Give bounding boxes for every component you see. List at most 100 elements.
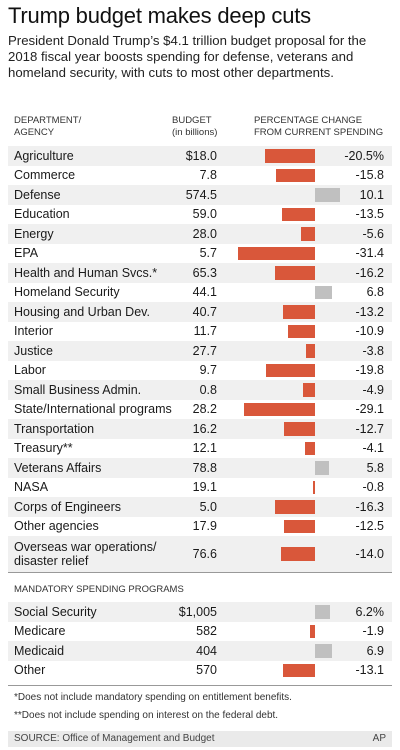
table-row: Social Security $1,005 6.2% — [8, 602, 392, 622]
row-label: Health and Human Svcs.* — [14, 265, 158, 280]
budget-value: 44.1 — [192, 285, 217, 300]
change-value: 10.1 — [359, 187, 384, 202]
source-text: SOURCE: Office of Management and Budget — [14, 733, 215, 744]
table-row: NASA 19.1 -0.8 — [8, 478, 392, 498]
table-row: Veterans Affairs 78.8 5.8 — [8, 458, 392, 478]
budget-value: 78.8 — [192, 460, 217, 475]
row-label: Social Security — [14, 604, 97, 619]
table-row: Education 59.0 -13.5 — [8, 205, 392, 225]
change-value: 6.8 — [366, 285, 384, 300]
table-row: Medicare 582 -1.9 — [8, 622, 392, 642]
row-label: Medicaid — [14, 643, 65, 658]
change-bar — [315, 605, 331, 619]
change-bar — [284, 519, 315, 533]
change-bar — [275, 500, 315, 514]
table-row: Other agencies 17.9 -12.5 — [8, 517, 392, 537]
change-bar — [282, 305, 315, 319]
table-row: Medicaid 404 6.9 — [8, 641, 392, 661]
budget-value: $18.0 — [185, 148, 217, 163]
budget-column-header: BUDGET (in billions) — [172, 115, 218, 138]
table-row: Homeland Security 44.1 6.8 — [8, 283, 392, 303]
change-value: -13.1 — [355, 663, 385, 678]
change-value: 5.8 — [366, 460, 384, 475]
mandatory-section-title: MANDATORY SPENDING PROGRAMS — [14, 584, 184, 595]
change-value: -13.2 — [355, 304, 385, 319]
budget-value: 7.8 — [199, 168, 217, 183]
row-label: Overseas war operations/ disaster relief — [14, 539, 157, 568]
change-value: -29.1 — [355, 402, 385, 417]
budget-value: 9.7 — [199, 363, 217, 378]
change-bar — [266, 363, 315, 377]
change-bar — [238, 246, 315, 260]
table-row: Agriculture $18.0 -20.5% — [8, 146, 392, 166]
table-row: Overseas war operations/ disaster relief… — [8, 536, 392, 572]
change-bar — [276, 168, 315, 182]
change-bar — [280, 547, 315, 561]
change-value: -1.9 — [362, 624, 384, 639]
row-label: Labor — [14, 363, 46, 378]
row-label: State/International programs — [14, 402, 172, 417]
change-value: -4.1 — [362, 441, 384, 456]
change-value: 6.9 — [366, 643, 384, 658]
credit-text: AP — [372, 733, 386, 744]
budget-value: 0.8 — [199, 382, 217, 397]
table-row: Corps of Engineers 5.0 -16.3 — [8, 497, 392, 517]
change-bar — [243, 402, 315, 416]
change-value: 6.2% — [355, 604, 385, 619]
row-label: Homeland Security — [14, 285, 120, 300]
change-value: -16.2 — [355, 265, 385, 280]
budget-value: 27.7 — [192, 343, 217, 358]
table-row: Energy 28.0 -5.6 — [8, 224, 392, 244]
table-row: EPA 5.7 -31.4 — [8, 244, 392, 264]
row-label: NASA — [14, 480, 49, 495]
budget-value: 16.2 — [192, 421, 217, 436]
row-label: Justice — [14, 343, 53, 358]
table-row: Defense 574.5 10.1 — [8, 185, 392, 205]
change-bar — [264, 149, 315, 163]
change-bar — [302, 383, 315, 397]
table-row: State/International programs 28.2 -29.1 — [8, 400, 392, 420]
change-bar — [315, 285, 332, 299]
budget-value: 19.1 — [192, 480, 217, 495]
budget-value: 574.5 — [185, 187, 217, 202]
change-value: -31.4 — [355, 246, 385, 261]
change-value: -10.9 — [355, 324, 385, 339]
budget-value: 17.9 — [192, 519, 217, 534]
change-bar — [313, 480, 315, 494]
budget-value: 28.2 — [192, 402, 217, 417]
row-label: Energy — [14, 226, 54, 241]
footnote-1: *Does not include mandatory spending on … — [14, 692, 292, 703]
row-label: Commerce — [14, 168, 76, 183]
change-bar — [305, 344, 315, 358]
change-value: -12.7 — [355, 421, 385, 436]
change-bar — [283, 422, 315, 436]
row-label: Education — [14, 207, 70, 222]
budget-value: 570 — [196, 663, 217, 678]
change-value: -20.5% — [344, 148, 384, 163]
table-row: Transportation 16.2 -12.7 — [8, 419, 392, 439]
row-label: Treasury** — [14, 441, 73, 456]
change-bar — [315, 461, 330, 475]
budget-value: 59.0 — [192, 207, 217, 222]
source-bar: SOURCE: Office of Management and Budget … — [8, 731, 392, 747]
chart-subtitle: President Donald Trump’s $4.1 trillion b… — [8, 33, 367, 80]
row-label: Housing and Urban Dev. — [14, 304, 150, 319]
change-bar — [304, 441, 315, 455]
chart-title: Trump budget makes deep cuts — [8, 3, 311, 28]
budget-value: 12.1 — [192, 441, 217, 456]
change-value: -4.9 — [362, 382, 384, 397]
budget-value: 28.0 — [192, 226, 217, 241]
row-label: Veterans Affairs — [14, 460, 102, 475]
budget-value: 5.0 — [199, 499, 217, 514]
budget-value: 404 — [196, 643, 217, 658]
change-value: -16.3 — [355, 499, 385, 514]
budget-value: 76.6 — [192, 546, 217, 561]
row-label: EPA — [14, 246, 39, 261]
table-row: Treasury** 12.1 -4.1 — [8, 439, 392, 459]
table-row: Labor 9.7 -19.8 — [8, 361, 392, 381]
budget-value: 582 — [196, 624, 217, 639]
row-label: Interior — [14, 324, 53, 339]
footnote-2: **Does not include spending on interest … — [14, 710, 279, 721]
change-value: -3.8 — [362, 343, 384, 358]
table-row: Health and Human Svcs.* 65.3 -16.2 — [8, 263, 392, 283]
